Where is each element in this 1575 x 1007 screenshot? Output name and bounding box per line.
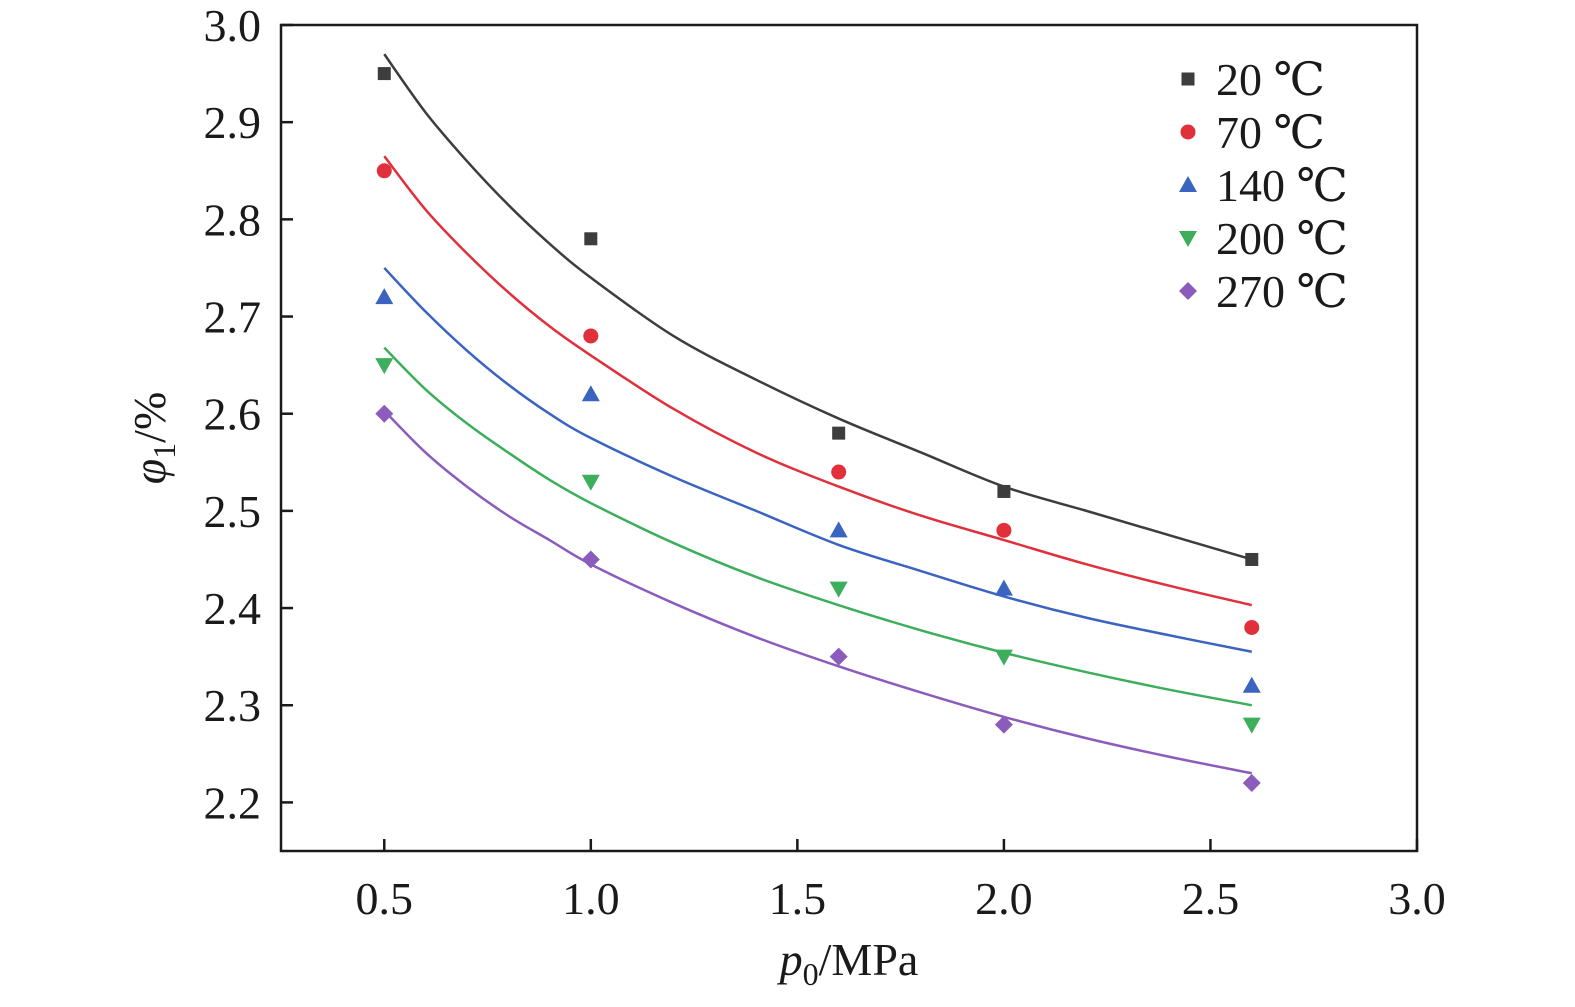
legend-label-series-4: 270 ℃ [1216,266,1348,317]
data-point-series-4 [375,404,394,423]
x-axis-label: p0/MPa [777,934,919,992]
data-points [375,67,1261,792]
y-tick-label: 2.9 [204,97,262,148]
data-point-series-1 [583,328,599,344]
data-point-series-0 [832,426,846,440]
fit-curve-series-0 [383,53,1253,561]
data-point-series-0 [584,232,598,246]
data-point-series-0 [997,484,1011,498]
y-tick-label: 2.3 [204,680,262,731]
x-axis-label-sub: 0 [803,956,819,992]
data-point-series-4 [1242,773,1261,792]
y-axis-label-sub: 1 [146,443,182,459]
data-point-series-4 [829,647,848,666]
legend-label-series-2: 140 ℃ [1216,160,1348,211]
fit-curve-series-1 [383,155,1253,607]
x-tick-label: 2.0 [975,873,1033,924]
x-tick-label: 1.5 [769,873,827,924]
data-point-series-2 [829,521,848,538]
data-point-series-3 [994,649,1013,666]
x-axis-label-var: p [777,934,803,985]
data-point-series-4 [581,550,600,569]
fit-curve-series-3 [383,346,1252,707]
legend-marker-series-0 [1181,72,1195,86]
legend-marker-series-4 [1179,282,1197,300]
fit-curve-series-4 [383,409,1253,775]
data-point-series-2 [994,579,1013,596]
y-axis-ticks: 2.2 2.3 2.4 2.5 2.6 2.7 2.8 2.9 3.0 [204,0,293,828]
data-point-series-2 [375,288,394,305]
y-axis-label-var: φ [124,459,175,484]
y-tick-label: 2.7 [204,292,262,343]
x-axis-label-unit: /MPa [819,934,919,985]
y-tick-label: 2.6 [204,389,262,440]
legend-marker-series-1 [1180,124,1196,140]
data-point-series-0 [377,67,391,81]
data-point-series-2 [1242,676,1261,693]
data-point-series-3 [1242,717,1261,734]
data-point-series-1 [376,163,392,179]
data-point-series-2 [581,385,600,402]
x-tick-label: 3.0 [1388,873,1446,924]
legend-label-series-0: 20 ℃ [1216,54,1325,105]
fit-curves [383,53,1253,775]
data-point-series-0 [1245,552,1259,566]
y-tick-label: 2.4 [204,583,262,634]
legend-marker-series-3 [1179,231,1197,247]
y-tick-label: 2.8 [204,194,262,245]
x-tick-label: 2.5 [1182,873,1240,924]
data-point-series-3 [375,358,394,375]
x-axis-ticks: 0.5 1.0 1.5 2.0 2.5 3.0 [356,839,1446,924]
data-point-series-1 [996,522,1012,538]
fit-curve-series-2 [383,267,1253,654]
x-tick-label: 1.0 [562,873,620,924]
y-tick-label: 3.0 [204,0,262,51]
y-axis-label-unit: /% [124,392,175,443]
x-tick-label: 0.5 [356,873,414,924]
data-point-series-3 [829,581,848,598]
data-point-series-3 [581,474,600,491]
legend-label-series-1: 70 ℃ [1216,107,1325,158]
legend-label-series-3: 200 ℃ [1216,213,1348,264]
data-point-series-1 [831,464,847,480]
y-axis-label: φ1/% [124,392,182,485]
data-point-series-4 [994,715,1013,734]
data-point-series-1 [1244,619,1260,635]
legend-marker-series-2 [1179,176,1197,192]
y-tick-label: 2.5 [204,486,262,537]
plot-frame [279,23,1419,853]
y-tick-label: 2.2 [204,777,262,828]
